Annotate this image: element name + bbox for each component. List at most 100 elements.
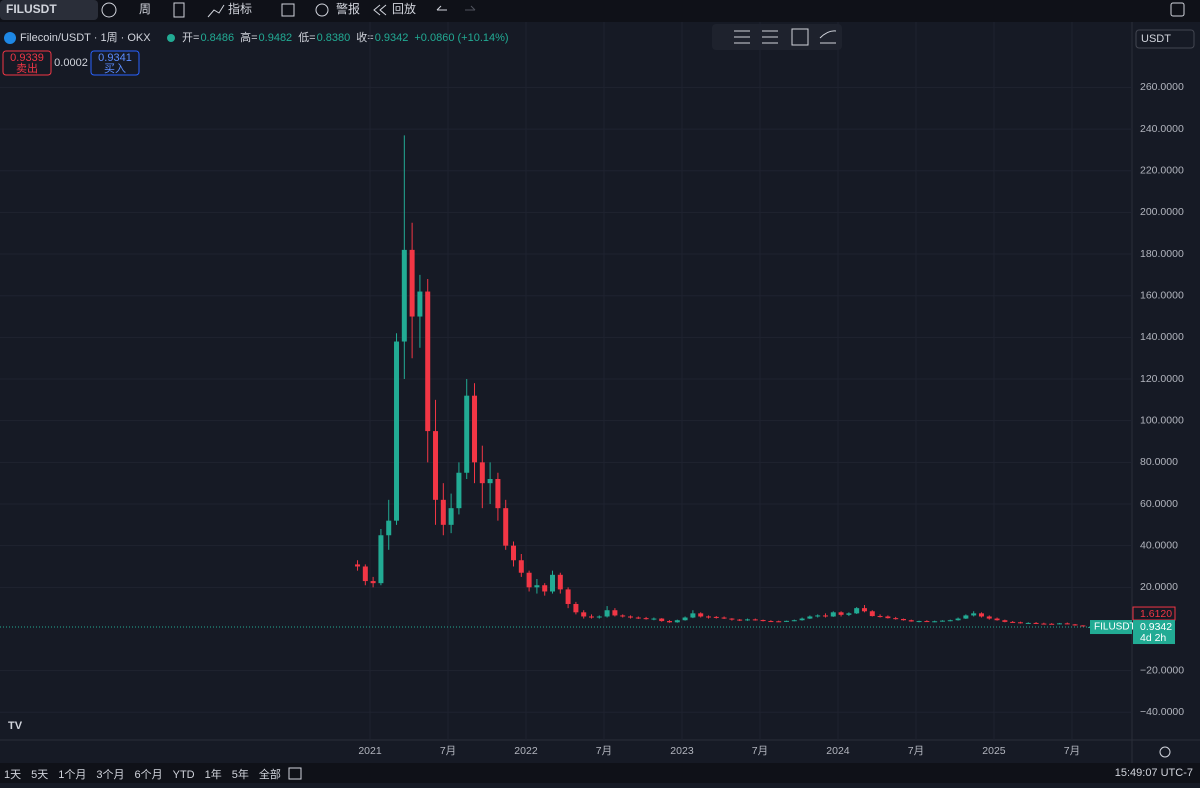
- y-tick-label: 60.0000: [1140, 498, 1178, 510]
- range-buttons: 1天 5天 1个月 3个月 6个月 YTD 1年 5年 全部: [4, 767, 281, 781]
- toolbar: [0, 0, 1200, 22]
- candle-body: [721, 617, 727, 619]
- candle-body: [861, 608, 867, 612]
- candle-body: [690, 613, 696, 618]
- candle-body: [581, 612, 587, 617]
- candle-body: [713, 616, 719, 618]
- candle-body: [378, 535, 384, 584]
- y-tick-label: −20.0000: [1140, 664, 1184, 676]
- tool-channel[interactable]: [762, 30, 778, 44]
- symbol-label: FILUSDT: [1094, 622, 1136, 633]
- candle-body: [955, 618, 961, 621]
- range-button[interactable]: 1个月: [58, 768, 86, 781]
- candle-body: [963, 615, 969, 619]
- candle-body: [479, 462, 485, 484]
- candle-body: [635, 617, 641, 619]
- currency-select[interactable]: [1135, 29, 1195, 49]
- sell-button[interactable]: [2, 50, 52, 76]
- undo[interactable]: [436, 5, 447, 11]
- candle-body: [362, 566, 368, 582]
- candle-body: [822, 615, 828, 617]
- add-symbol[interactable]: [101, 2, 117, 18]
- candle-body: [604, 610, 610, 617]
- candle-body: [573, 603, 579, 613]
- tool-fib[interactable]: [819, 30, 837, 44]
- chart-style[interactable]: [173, 2, 185, 18]
- candle-body: [776, 621, 782, 623]
- indicators-icon[interactable]: [207, 4, 225, 18]
- candle-body: [885, 616, 891, 619]
- candle-body: [994, 618, 1000, 621]
- tool-grid[interactable]: [791, 28, 809, 46]
- candle-body: [783, 620, 789, 622]
- fullscreen[interactable]: [1170, 2, 1185, 17]
- candle-body: [565, 589, 571, 604]
- x-tick-label: 2021: [358, 745, 382, 757]
- alert[interactable]: 警报: [336, 1, 360, 16]
- candle-body: [643, 618, 649, 620]
- indicators[interactable]: 指标: [228, 1, 252, 16]
- candle-body: [659, 618, 665, 622]
- y-tick-label: 220.0000: [1140, 165, 1184, 177]
- candle-body: [1017, 622, 1023, 624]
- candle-body: [838, 612, 844, 615]
- range-button[interactable]: YTD: [173, 769, 195, 781]
- candle-body: [760, 620, 766, 622]
- ohlc-value: 0.8486: [200, 32, 234, 44]
- candle-body: [877, 616, 883, 618]
- candle-body: [947, 620, 953, 622]
- candle-body: [908, 620, 914, 622]
- candle-body: [526, 572, 532, 588]
- buy-button[interactable]: [90, 50, 140, 76]
- redo[interactable]: [465, 5, 476, 11]
- sell-label: 卖出: [16, 61, 38, 75]
- date-range[interactable]: [288, 767, 302, 780]
- y-tick-label: 40.0000: [1140, 539, 1178, 551]
- x-tick-label: 2023: [670, 745, 694, 757]
- symbol: FILUSDT: [6, 2, 57, 16]
- ohlc-label: 低=: [298, 31, 315, 44]
- clock: 15:49:07 UTC-7: [1115, 767, 1193, 779]
- y-tick-label: 180.0000: [1140, 248, 1184, 260]
- candle-body: [464, 395, 470, 473]
- range-button[interactable]: 6个月: [135, 768, 163, 781]
- ohlc-value: 0.9342: [375, 32, 409, 44]
- candle-body: [705, 616, 711, 618]
- replay-icon[interactable]: [373, 4, 387, 16]
- candle-body: [1025, 622, 1031, 624]
- layout[interactable]: [281, 3, 295, 17]
- range-button[interactable]: 5年: [232, 767, 249, 781]
- coin-icon: [4, 32, 16, 44]
- x-tick-label: 7月: [908, 745, 924, 757]
- y-tick-label: 160.0000: [1140, 289, 1184, 301]
- candle-body: [589, 616, 595, 618]
- range-button[interactable]: 1天: [4, 769, 21, 781]
- y-tick-label: 200.0000: [1140, 206, 1184, 218]
- settings[interactable]: [1159, 746, 1171, 758]
- range-button[interactable]: 5天: [31, 769, 48, 781]
- candle-body: [596, 616, 602, 618]
- candle-body: [487, 479, 493, 484]
- currency: USDT: [1141, 33, 1171, 45]
- y-tick-label: 100.0000: [1140, 414, 1184, 426]
- interval[interactable]: 周: [139, 2, 151, 16]
- candle-body: [744, 619, 750, 621]
- symbol-search[interactable]: [0, 0, 98, 20]
- candle-body: [651, 618, 657, 620]
- candle-body: [417, 291, 423, 317]
- candle-body: [472, 395, 478, 463]
- high-label: 1.6120: [1140, 608, 1172, 620]
- range-button[interactable]: 1年: [205, 767, 222, 781]
- x-tick-label: 2022: [514, 745, 538, 757]
- candle-body: [542, 585, 548, 592]
- range-button[interactable]: 全部: [259, 767, 281, 781]
- candle-body: [456, 472, 462, 509]
- candle-body: [752, 619, 758, 621]
- spread: 0.0002: [54, 57, 88, 69]
- candle-body: [1080, 625, 1086, 627]
- replay[interactable]: 回放: [392, 1, 416, 16]
- tool-lines[interactable]: [734, 30, 750, 44]
- alert-icon[interactable]: [315, 3, 329, 17]
- range-button[interactable]: 3个月: [96, 768, 124, 781]
